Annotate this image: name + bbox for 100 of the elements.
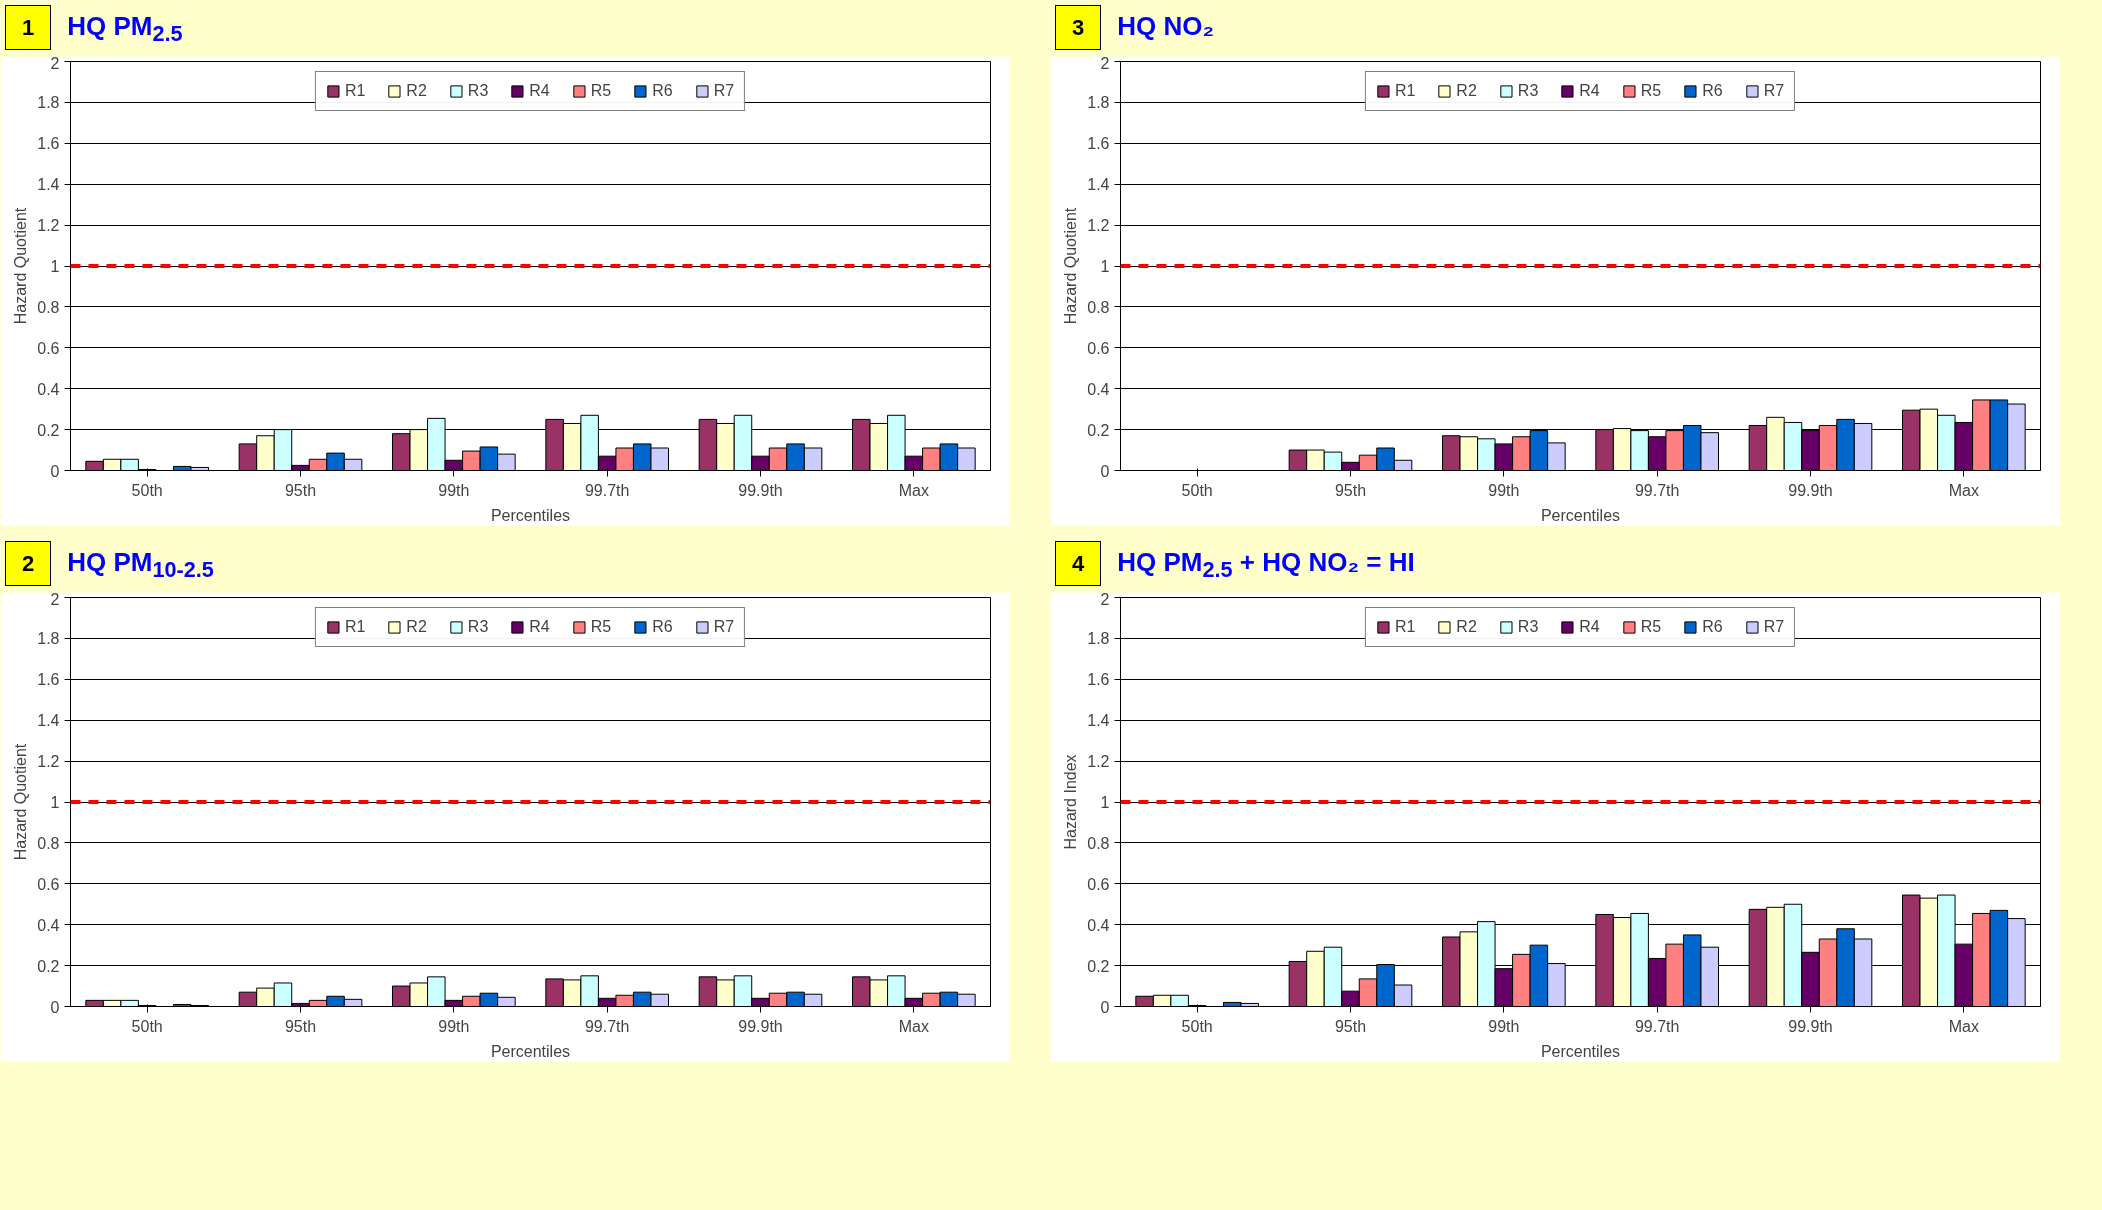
legend-label: R7: [713, 618, 735, 636]
chart-title: HQ PM$_{10-2.5}$: [67, 547, 214, 583]
x-tick-label: 50th: [1181, 481, 1213, 499]
legend-label: R6: [652, 618, 673, 636]
y-tick-label: 1.6: [1087, 671, 1110, 689]
legend-label: R4: [1579, 618, 1600, 636]
x-tick-label: 50th: [131, 481, 163, 499]
y-tick-label: 1.4: [37, 176, 60, 194]
legend-label: R7: [1763, 82, 1785, 100]
y-tick-label: 0.8: [37, 298, 60, 316]
y-tick-label: 1.6: [37, 671, 60, 689]
x-axis-title: Percentiles: [490, 1042, 571, 1060]
x-tick-label: 99.7th: [584, 481, 630, 499]
chart-title: HQ PM$_{2.5}$: [67, 11, 183, 47]
y-tick-label: 0.8: [1087, 298, 1110, 316]
legend-label: R7: [1763, 618, 1785, 636]
legend-label: R5: [590, 82, 612, 100]
legend-label: R6: [1702, 82, 1723, 100]
y-tick-label: 1.8: [1087, 630, 1110, 648]
legend-label: R3: [467, 82, 489, 100]
y-tick-label: 2: [1100, 54, 1110, 72]
y-tick-label: 1.2: [37, 753, 60, 771]
legend-label: R6: [652, 82, 673, 100]
y-tick-label: 1.2: [1087, 217, 1110, 235]
y-tick-label: 2: [50, 54, 60, 72]
y-tick-label: 1.8: [37, 94, 60, 112]
y-tick-label: 1.4: [37, 712, 60, 730]
x-tick-label: 99th: [1488, 1017, 1520, 1035]
y-tick-label: 0.2: [37, 957, 60, 975]
y-axis-title: Hazard Index: [1062, 754, 1080, 850]
y-axis-title: Hazard Quotient: [12, 207, 30, 325]
x-tick-label: 95th: [1334, 481, 1367, 499]
legend-label: R1: [344, 82, 366, 100]
x-tick-label: Max: [1948, 481, 1979, 499]
x-axis-title: Percentiles: [1540, 506, 1621, 524]
x-tick-label: 99.9th: [1788, 481, 1833, 499]
legend-label: R7: [713, 82, 735, 100]
y-tick-label: 0.4: [37, 916, 60, 934]
legend-label: R1: [1394, 82, 1416, 100]
legend-label: R3: [467, 618, 489, 636]
x-tick-label: 95th: [284, 1017, 317, 1035]
y-tick-label: 0.6: [37, 875, 60, 893]
x-tick-label: Max: [898, 481, 929, 499]
legend-label: R3: [1517, 82, 1539, 100]
x-tick-label: 99th: [1488, 481, 1520, 499]
x-tick-label: 50th: [131, 1017, 163, 1035]
y-tick-label: 1.4: [1087, 712, 1110, 730]
legend-label: R2: [406, 82, 427, 100]
chart-title: HQ PM$_{2.5}$ + HQ NO₂ = HI: [1117, 547, 1415, 583]
y-tick-label: 0: [1100, 998, 1110, 1016]
x-tick-label: 99th: [438, 481, 470, 499]
y-tick-label: 0.8: [1087, 834, 1110, 852]
y-tick-label: 0: [50, 998, 60, 1016]
legend-label: R3: [1517, 618, 1539, 636]
y-axis-title: Hazard Quotient: [12, 743, 30, 861]
legend-label: R2: [406, 618, 427, 636]
legend-label: R1: [1394, 618, 1416, 636]
x-tick-label: 99.9th: [1788, 1017, 1833, 1035]
y-axis-title: Hazard Quotient: [1062, 207, 1080, 325]
y-tick-label: 0.6: [1087, 875, 1110, 893]
text: 4: [1055, 541, 1102, 587]
legend-label: R2: [1456, 618, 1477, 636]
y-tick-label: 1: [1100, 258, 1110, 275]
chart-title: HQ NO₂: [1117, 11, 1215, 41]
y-tick-label: 1.6: [37, 135, 60, 153]
legend-label: R2: [1456, 82, 1477, 100]
y-tick-label: 0.2: [1087, 957, 1110, 975]
legend-label: R5: [1640, 618, 1662, 636]
y-tick-label: 1: [1100, 794, 1110, 811]
y-tick-label: 0.2: [37, 421, 60, 439]
y-tick-label: 0.6: [1087, 339, 1110, 357]
y-tick-label: 0.4: [1087, 380, 1110, 398]
x-tick-label: 99.7th: [584, 1017, 630, 1035]
y-tick-label: 1.2: [37, 217, 60, 235]
x-tick-label: 95th: [284, 481, 317, 499]
x-tick-label: 99.9th: [738, 1017, 783, 1035]
legend-label: R4: [1579, 82, 1600, 100]
legend-label: R5: [590, 618, 612, 636]
x-tick-label: 99.7th: [1634, 481, 1680, 499]
x-tick-label: 50th: [1181, 1017, 1213, 1035]
y-tick-label: 2: [50, 590, 60, 608]
text: 3: [1055, 5, 1102, 51]
y-tick-label: 0.2: [1087, 421, 1110, 439]
y-tick-label: 1.8: [37, 630, 60, 648]
y-tick-label: 0.4: [1087, 916, 1110, 934]
y-tick-label: 0.4: [37, 380, 60, 398]
y-tick-label: 1.8: [1087, 94, 1110, 112]
y-tick-label: 1.4: [1087, 176, 1110, 194]
x-tick-label: 99.9th: [738, 481, 783, 499]
x-axis-title: Percentiles: [1540, 1042, 1621, 1060]
legend-label: R4: [529, 618, 550, 636]
x-tick-label: 99th: [438, 1017, 470, 1035]
x-axis-title: Percentiles: [490, 506, 571, 524]
y-tick-label: 1.6: [1087, 135, 1110, 153]
y-tick-label: 0: [1100, 462, 1110, 480]
y-tick-label: 1: [50, 794, 60, 811]
legend-label: R1: [344, 618, 366, 636]
x-tick-label: 95th: [1334, 1017, 1367, 1035]
y-tick-label: 0.6: [37, 339, 60, 357]
legend-label: R4: [529, 82, 550, 100]
